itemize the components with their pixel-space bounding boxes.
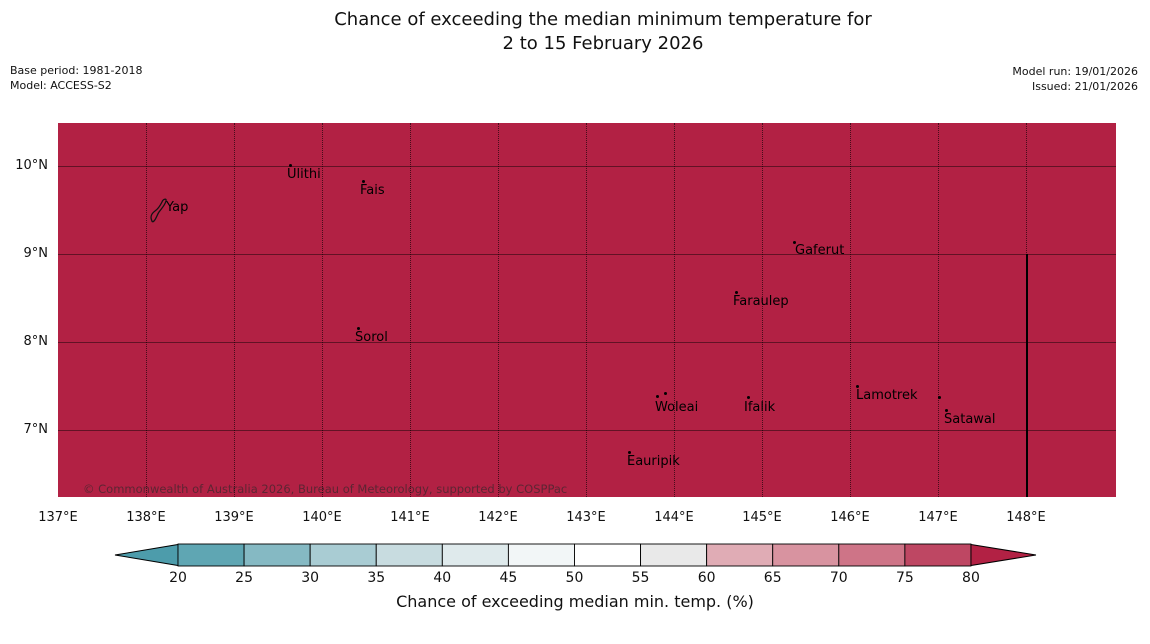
- parallel-gridline: [58, 342, 1116, 343]
- meridian-gridline: [762, 123, 763, 497]
- colorbar-tick-label: 55: [631, 570, 650, 586]
- yap-island-icon: [150, 198, 167, 223]
- colorbar-segment: [640, 543, 708, 567]
- colorbar-segment: [309, 543, 377, 567]
- colorbar: [114, 543, 1037, 567]
- colorbar-under-arrow: [114, 543, 179, 567]
- island-label-sorol: Sorol: [355, 330, 388, 345]
- page-title: Chance of exceeding the median minimum t…: [56, 8, 1150, 56]
- issued-text: Issued: 21/01/2026: [1031, 80, 1138, 93]
- colorbar-tick-label: 80: [962, 570, 980, 586]
- island-label-faraulep: Faraulep: [733, 294, 789, 309]
- model-name-text: Model: ACCESS-S2: [10, 79, 112, 92]
- colorbar-tick-label: 60: [697, 570, 716, 586]
- island-dot: [628, 451, 631, 454]
- island-dot: [656, 395, 659, 398]
- colorbar-segment: [507, 543, 575, 567]
- island-label-ifalik: Ifalik: [744, 400, 776, 415]
- lat-axis-label: 9°N: [23, 246, 49, 261]
- forecast-map: © Commonwealth of Australia 2026, Bureau…: [58, 123, 1116, 497]
- island-label-lamotrek: Lamotrek: [856, 388, 918, 403]
- island-dot: [938, 396, 941, 399]
- parallel-gridline: [58, 166, 1116, 167]
- lon-axis-label: 145°E: [742, 510, 782, 525]
- island-dot: [856, 385, 859, 388]
- title-line-1: Chance of exceeding the median minimum t…: [334, 9, 872, 30]
- lat-axis-label: 10°N: [15, 158, 48, 173]
- lon-axis-label: 142°E: [478, 510, 518, 525]
- title-line-2: 2 to 15 February 2026: [502, 33, 704, 54]
- island-label-yap: Yap: [166, 200, 189, 215]
- lon-axis-label: 140°E: [302, 510, 342, 525]
- meridian-gridline: [410, 123, 411, 497]
- lon-axis-label: 141°E: [390, 510, 430, 525]
- parallel-gridline: [58, 254, 1116, 255]
- colorbar-tick-label: 65: [763, 570, 782, 586]
- island-label-woleai: Woleai: [655, 400, 699, 415]
- colorbar-segment: [772, 543, 840, 567]
- lat-axis-label: 7°N: [23, 422, 49, 437]
- colorbar-segment: [177, 543, 245, 567]
- island-dot: [945, 409, 948, 412]
- colorbar-tick-label: 45: [499, 570, 518, 586]
- lon-axis-label: 146°E: [830, 510, 870, 525]
- colorbar-tick-label: 20: [169, 570, 187, 586]
- meridian-gridline: [498, 123, 499, 497]
- island-dot: [664, 392, 667, 395]
- colorbar-tick-label: 75: [895, 570, 914, 586]
- colorbar-segment: [706, 543, 774, 567]
- lat-axis-label: 8°N: [23, 334, 49, 349]
- colorbar-axis-label: Chance of exceeding median min. temp. (%…: [396, 592, 754, 611]
- copyright-note: © Commonwealth of Australia 2026, Bureau…: [83, 482, 568, 496]
- meridian-gridline: [586, 123, 587, 497]
- island-dot: [289, 164, 292, 167]
- colorbar-tick-label: 40: [433, 570, 452, 586]
- island-label-satawal: Satawal: [944, 412, 996, 427]
- run-info-block: Model run: 19/01/2026 Issued: 21/01/2026: [1012, 64, 1138, 94]
- model-info-block: Base period: 1981-2018 Model: ACCESS-S2: [10, 63, 142, 93]
- colorbar-over-arrow: [970, 543, 1037, 567]
- island-label-ulithi: Ulithi: [287, 167, 321, 182]
- island-dot: [362, 180, 365, 183]
- colorbar-tick-label: 30: [301, 570, 320, 586]
- lon-axis-label: 139°E: [214, 510, 254, 525]
- lon-axis-label: 143°E: [566, 510, 606, 525]
- island-label-gaferut: Gaferut: [795, 243, 845, 258]
- island-dot: [747, 396, 750, 399]
- colorbar-tick-label: 25: [235, 570, 253, 586]
- colorbar-segment: [243, 543, 311, 567]
- colorbar-segment: [838, 543, 906, 567]
- island-dot: [793, 241, 796, 244]
- island-dot: [735, 291, 738, 294]
- island-dot: [357, 327, 360, 330]
- lon-axis-label: 137°E: [38, 510, 78, 525]
- meridian-gridline: [146, 123, 147, 497]
- meridian-gridline: [674, 123, 675, 497]
- meridian-gridline: [938, 123, 939, 497]
- colorbar-tick-label: 50: [565, 570, 584, 586]
- colorbar-tick-label: 35: [367, 570, 386, 586]
- meridian-gridline: [1026, 123, 1027, 497]
- meridian-gridline: [234, 123, 235, 497]
- colorbar-segment: [375, 543, 443, 567]
- meridian-gridline: [850, 123, 851, 497]
- colorbar-segment: [441, 543, 509, 567]
- model-run-text: Model run: 19/01/2026: [1012, 65, 1138, 78]
- lon-axis-label: 144°E: [654, 510, 694, 525]
- island-label-eauripik: Eauripik: [627, 454, 680, 469]
- meridian-gridline: [322, 123, 323, 497]
- colorbar-segment: [574, 543, 642, 567]
- colorbar-segment: [904, 543, 972, 567]
- colorbar-tick-label: 70: [829, 570, 848, 586]
- parallel-gridline: [58, 430, 1116, 431]
- lon-axis-label: 148°E: [1006, 510, 1046, 525]
- lon-axis-label: 138°E: [126, 510, 166, 525]
- island-label-fais: Fais: [360, 183, 385, 198]
- state-boundary-line: [1026, 254, 1028, 497]
- lon-axis-label: 147°E: [918, 510, 958, 525]
- base-period-text: Base period: 1981-2018: [10, 64, 143, 77]
